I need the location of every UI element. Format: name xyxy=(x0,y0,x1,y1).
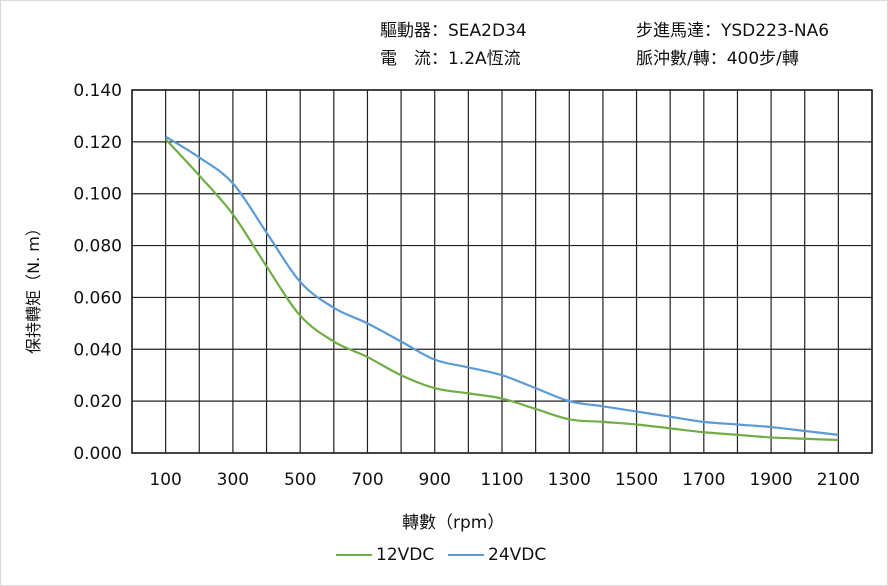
plot-area xyxy=(131,89,873,454)
x-tick-label: 2100 xyxy=(817,470,860,490)
legend-item-12vdc: 12VDC xyxy=(336,545,434,565)
y-tick-label: 0.020 xyxy=(73,392,122,412)
legend-item-24vdc: 24VDC xyxy=(448,545,546,565)
x-axis-label: 轉數（rpm） xyxy=(402,513,505,533)
y-tick-label: 0.000 xyxy=(73,444,122,464)
legend-swatch xyxy=(336,554,372,556)
x-tick-label: 1700 xyxy=(682,470,725,490)
legend-swatch xyxy=(448,554,484,556)
legend-label: 24VDC xyxy=(488,545,547,565)
x-tick-label: 100 xyxy=(149,470,181,490)
motor-info: 步進馬達：YSD223-NA6 xyxy=(636,21,830,41)
x-tick-label: 1500 xyxy=(615,470,658,490)
x-tick-label: 1900 xyxy=(749,470,792,490)
driver-info: 驅動器：SEA2D34 xyxy=(380,21,527,41)
x-tick-label: 700 xyxy=(351,470,383,490)
y-tick-label: 0.140 xyxy=(73,81,122,101)
legend-label: 12VDC xyxy=(376,545,435,565)
y-tick-label: 0.080 xyxy=(73,237,122,257)
y-tick-label: 0.100 xyxy=(73,185,122,205)
y-tick-label: 0.120 xyxy=(73,133,122,153)
y-axis-label: 保持轉矩（N. m） xyxy=(24,220,43,354)
x-tick-label: 300 xyxy=(217,470,249,490)
series-line-12vdc xyxy=(164,138,839,442)
x-tick-label: 500 xyxy=(284,470,316,490)
x-tick-label: 900 xyxy=(419,470,451,490)
current-info: 電 流：1.2A恆流 xyxy=(380,49,521,69)
pulses-info: 脈沖數/轉：400步/轉 xyxy=(636,49,799,69)
series-line-24vdc xyxy=(165,135,839,436)
y-tick-label: 0.040 xyxy=(73,340,122,360)
x-tick-label: 1300 xyxy=(548,470,591,490)
y-tick-label: 0.060 xyxy=(73,288,122,308)
x-tick-label: 1100 xyxy=(480,470,523,490)
